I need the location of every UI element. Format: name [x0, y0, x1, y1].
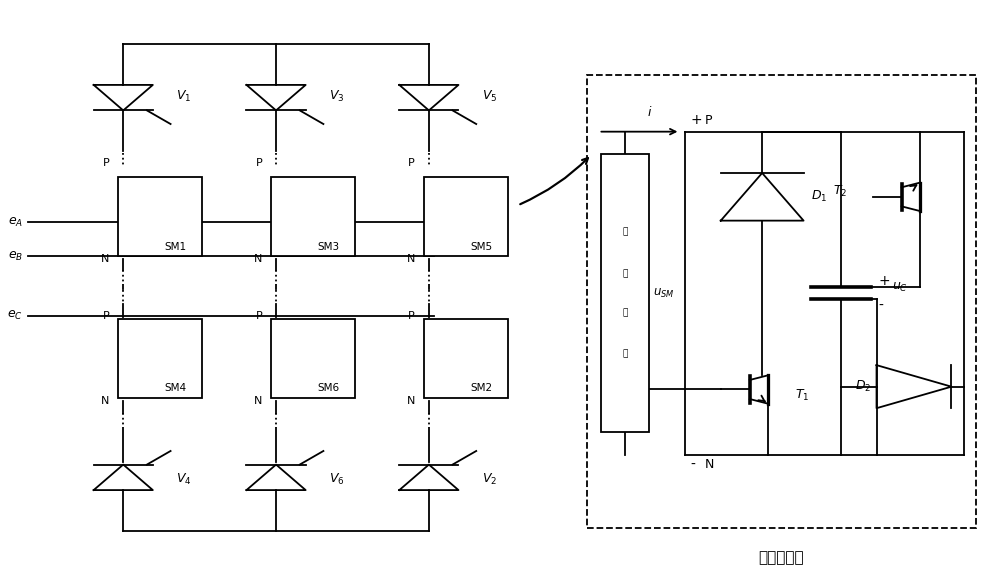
- Text: $e_A$: $e_A$: [8, 216, 23, 229]
- Text: N: N: [101, 254, 109, 264]
- Text: P: P: [256, 311, 262, 321]
- Text: +: +: [879, 274, 890, 288]
- Text: P: P: [408, 158, 415, 168]
- Text: P: P: [408, 311, 415, 321]
- Text: $V_1$: $V_1$: [176, 89, 192, 104]
- Text: $u_{SM}$: $u_{SM}$: [653, 286, 674, 300]
- Text: $e_C$: $e_C$: [7, 309, 23, 323]
- Text: -: -: [690, 458, 695, 472]
- Text: $e_B$: $e_B$: [8, 250, 23, 263]
- Text: $u_C$: $u_C$: [892, 281, 908, 294]
- Text: +: +: [690, 113, 702, 127]
- Text: P: P: [103, 311, 109, 321]
- Bar: [424, 319, 508, 398]
- Text: i: i: [648, 106, 651, 119]
- Text: P: P: [705, 114, 712, 127]
- Text: $V_6$: $V_6$: [329, 472, 345, 486]
- Text: N: N: [254, 254, 262, 264]
- Text: -: -: [879, 298, 883, 313]
- Bar: [424, 177, 508, 256]
- Text: SM3: SM3: [317, 242, 339, 252]
- Text: SM5: SM5: [470, 242, 492, 252]
- Text: $D_2$: $D_2$: [855, 379, 872, 394]
- Text: N: N: [254, 396, 262, 406]
- Bar: [271, 177, 355, 256]
- Text: $V_4$: $V_4$: [176, 472, 192, 486]
- Text: SM6: SM6: [317, 384, 339, 393]
- Text: 压: 压: [622, 269, 628, 278]
- Text: $V_5$: $V_5$: [482, 89, 498, 104]
- Text: $T_1$: $T_1$: [795, 388, 810, 402]
- Bar: [271, 319, 355, 398]
- Text: 均: 均: [622, 228, 628, 236]
- Text: SM4: SM4: [164, 384, 187, 393]
- Bar: [118, 177, 202, 256]
- Text: $D_1$: $D_1$: [811, 189, 828, 204]
- Text: N: N: [407, 254, 415, 264]
- Text: 回: 回: [622, 308, 628, 317]
- Text: P: P: [103, 158, 109, 168]
- Text: SM1: SM1: [164, 242, 187, 252]
- Text: $T_2$: $T_2$: [833, 183, 848, 199]
- Bar: [118, 319, 202, 398]
- Bar: [601, 154, 649, 432]
- Text: 可控子模块: 可控子模块: [759, 550, 804, 565]
- Text: N: N: [101, 396, 109, 406]
- Text: $V_2$: $V_2$: [482, 472, 497, 486]
- Text: SM2: SM2: [470, 384, 492, 393]
- Bar: [587, 75, 976, 528]
- Text: N: N: [407, 396, 415, 406]
- Text: $V_3$: $V_3$: [329, 89, 345, 104]
- Text: N: N: [705, 458, 714, 472]
- Text: P: P: [256, 158, 262, 168]
- Text: 路: 路: [622, 350, 628, 359]
